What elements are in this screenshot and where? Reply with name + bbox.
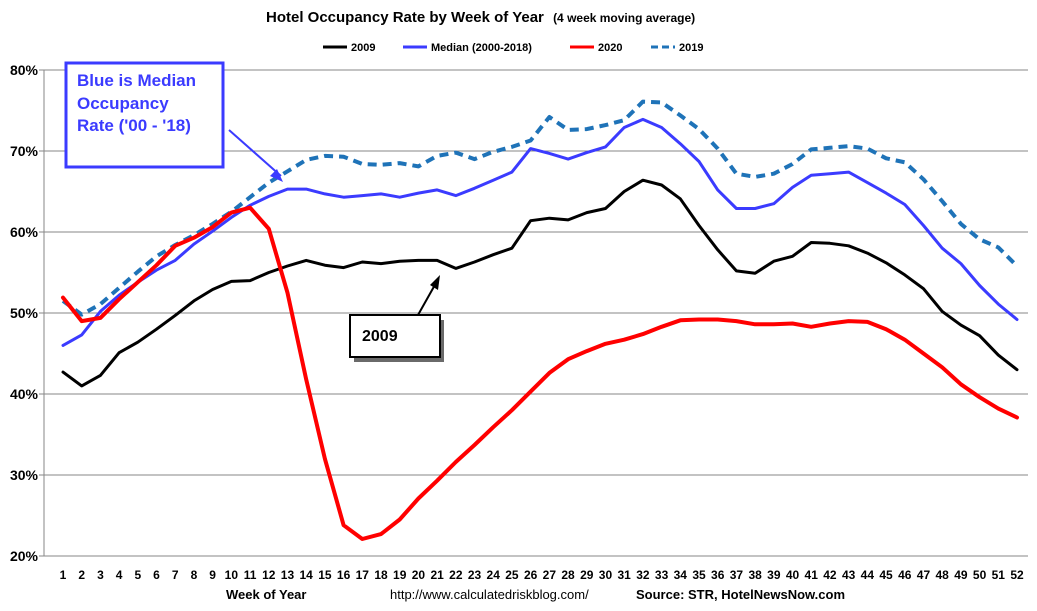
x-tick-label: 17 [356, 568, 370, 582]
x-tick-label: 22 [449, 568, 463, 582]
x-axis-ticks: 1 2 3 4 5 6 7 8 9 10 11 12 13 14 15 16 17 18 19 20 21 22 23 24 2… [60, 568, 1024, 582]
x-tick-label: 19 [393, 568, 407, 582]
x-tick-label: 27 [543, 568, 557, 582]
x-tick-label: 46 [898, 568, 912, 582]
x-tick-label: 25 [505, 568, 519, 582]
series-lines [61, 99, 1019, 541]
chart-subtitle: (4 week moving average) [553, 11, 695, 25]
2009-annotation-label: 2009 [362, 328, 398, 345]
x-tick-label: 51 [992, 568, 1006, 582]
y-tick-label: 50% [10, 305, 39, 321]
x-tick-label: 23 [468, 568, 482, 582]
x-tick-label: 52 [1010, 568, 1024, 582]
y-tick-label: 20% [10, 548, 39, 564]
x-tick-label: 7 [172, 568, 179, 582]
x-tick-label: 45 [879, 568, 893, 582]
y-tick-label: 70% [10, 143, 39, 159]
x-tick-label: 2 [78, 568, 85, 582]
x-tick-label: 15 [318, 568, 332, 582]
legend: 2009 Median (2000-2018) 2020 2019 [323, 42, 703, 54]
source-credit: Source: STR, HotelNewsNow.com [636, 587, 845, 602]
x-tick-label: 26 [524, 568, 538, 582]
x-tick-label: 40 [786, 568, 800, 582]
legend-label: 2019 [679, 42, 703, 54]
x-tick-label: 11 [244, 568, 257, 582]
x-tick-label: 5 [134, 568, 141, 582]
series-line-2020 [61, 205, 1019, 541]
x-tick-label: 30 [599, 568, 613, 582]
x-tick-label: 31 [617, 568, 631, 582]
x-axis-label: Week of Year [226, 587, 306, 602]
x-tick-label: 39 [767, 568, 781, 582]
x-tick-label: 36 [711, 568, 725, 582]
median-annotation-line-1: Blue is Median [77, 71, 196, 90]
x-tick-label: 6 [153, 568, 160, 582]
x-tick-label: 35 [692, 568, 706, 582]
x-tick-label: 12 [262, 568, 276, 582]
x-tick-label: 49 [954, 568, 968, 582]
y-tick-label: 40% [10, 386, 39, 402]
x-tick-label: 16 [337, 568, 351, 582]
series-line-2019 [61, 99, 1019, 317]
legend-label: 2009 [351, 42, 375, 54]
x-tick-label: 41 [805, 568, 819, 582]
x-tick-label: 9 [209, 568, 216, 582]
x-tick-label: 14 [299, 568, 313, 582]
median-annotation-arrow-line [228, 129, 282, 177]
x-tick-label: 20 [412, 568, 426, 582]
y-tick-label: 80% [10, 62, 39, 78]
median-annotation-box [64, 61, 225, 169]
y-tick-label: 60% [10, 224, 39, 240]
x-tick-label: 50 [973, 568, 987, 582]
series-line-median-2000-2018 [61, 117, 1019, 347]
x-tick-label: 10 [225, 568, 239, 582]
median-annotation-line-3: Rate ('00 - '18) [77, 116, 191, 135]
chart-title-main: Hotel Occupancy Rate by Week of Year [266, 9, 544, 26]
median-annotation-line-2: Occupancy [77, 94, 169, 113]
legend-label: Median (2000-2018) [431, 42, 532, 54]
x-tick-label: 18 [374, 568, 388, 582]
x-tick-label: 13 [281, 568, 295, 582]
source-url: http://www.calculatedriskblog.com/ [390, 587, 589, 602]
x-tick-label: 47 [917, 568, 931, 582]
x-tick-label: 42 [823, 568, 837, 582]
median-annotation-arrow-head [270, 169, 283, 182]
x-tick-label: 34 [674, 568, 688, 582]
x-tick-label: 29 [580, 568, 594, 582]
chart-title: Hotel Occupancy Rate by Week of Year (4 … [266, 9, 695, 26]
x-tick-label: 1 [60, 568, 67, 582]
x-tick-label: 8 [191, 568, 198, 582]
x-tick-label: 37 [730, 568, 744, 582]
x-tick-label: 43 [842, 568, 856, 582]
y-tick-label: 30% [10, 467, 39, 483]
2009-annotation: 2009 [349, 275, 444, 362]
2009-annotation-arrow-line [417, 282, 437, 316]
x-tick-label: 38 [748, 568, 762, 582]
x-tick-label: 4 [116, 568, 123, 582]
y-axis-ticks: 20% 30% 40% 50% 60% 70% 80% [10, 62, 39, 564]
x-tick-label: 48 [935, 568, 949, 582]
legend-label: 2020 [598, 42, 622, 54]
x-tick-label: 32 [636, 568, 650, 582]
x-tick-label: 44 [861, 568, 875, 582]
median-annotation: Blue is Median Occupancy Rate ('00 - '18… [64, 61, 283, 182]
x-tick-label: 24 [487, 568, 501, 582]
x-tick-label: 21 [430, 568, 444, 582]
series-line-2009 [61, 178, 1019, 388]
x-tick-label: 33 [655, 568, 669, 582]
2009-annotation-arrow-head [430, 275, 440, 290]
x-tick-label: 3 [97, 568, 104, 582]
x-tick-label: 28 [561, 568, 575, 582]
2009-annotation-box [349, 314, 441, 358]
